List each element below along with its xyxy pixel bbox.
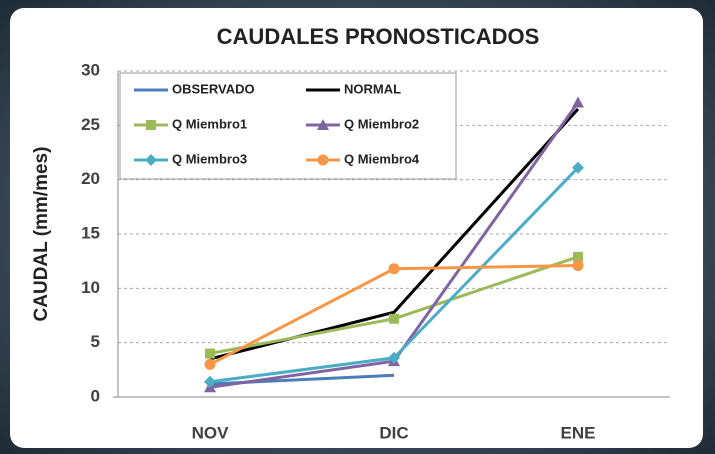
marker [146,120,156,130]
marker [205,349,215,359]
x-tick-label: DIC [379,423,408,442]
legend-label: Q Miembro1 [172,116,247,131]
page: {"chart_data": {"type": "line", "title":… [0,0,715,454]
chart: CAUDALES PRONOSTICADOS CAUDAL (mm/mes) 0… [0,0,715,454]
y-tick-label: 15 [81,223,100,242]
marker [205,359,216,370]
y-tick-label: 20 [81,169,100,188]
legend: OBSERVADO NORMAL Q Miembro1 Q Miembro2 Q Mie… [120,73,456,179]
x-tick-label: NOV [192,423,230,442]
marker [573,260,584,271]
marker [389,314,399,324]
legend-label: Q Miembro2 [344,116,419,131]
y-tick-label: 25 [81,115,100,134]
y-tick-label: 30 [81,60,100,79]
marker [389,263,400,274]
y-axis-label: CAUDAL (mm/mes) [31,147,52,322]
marker [318,155,329,166]
y-tick-label: 0 [91,386,100,405]
chart-title: CAUDALES PRONOSTICADOS [217,24,540,49]
legend-label: Q Miembro3 [172,151,247,166]
legend-label: OBSERVADO [172,81,255,96]
y-tick-label: 5 [91,332,100,351]
x-tick-label: ENE [561,423,596,442]
y-tick-label: 10 [81,278,100,297]
legend-label: NORMAL [344,81,401,96]
legend-label: Q Miembro4 [344,151,420,166]
